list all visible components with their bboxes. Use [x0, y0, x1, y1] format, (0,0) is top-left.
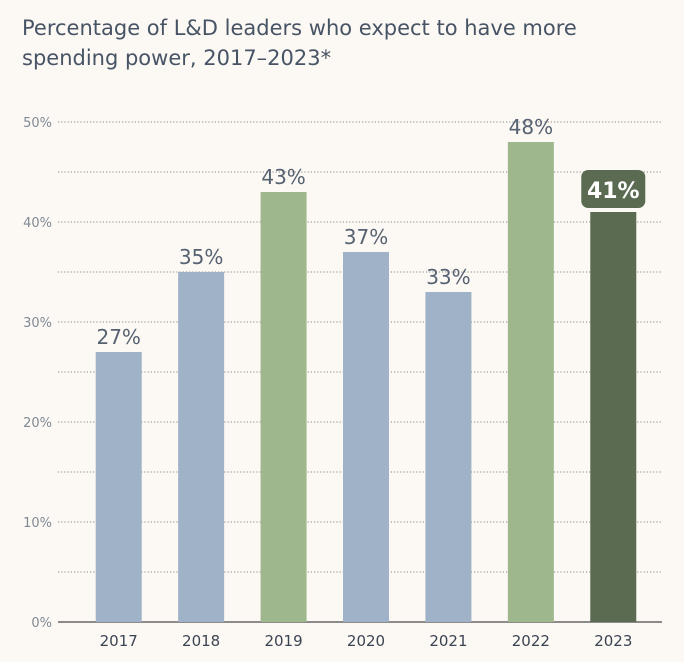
chart-title: Percentage of L&D leaders who expect to …	[22, 16, 577, 70]
x-tick-label-2019: 2019	[264, 632, 302, 650]
bar-2021	[425, 292, 472, 622]
bar-2018	[178, 272, 225, 622]
bar-2017	[95, 352, 142, 622]
y-tick-label: 0%	[31, 616, 52, 631]
x-tick-label-2017: 2017	[100, 632, 138, 650]
value-label-2018: 35%	[179, 245, 223, 269]
y-tick-label: 40%	[23, 216, 52, 231]
x-tick-label-2023: 2023	[594, 632, 632, 650]
value-label-2020: 37%	[344, 225, 388, 249]
value-label-2019: 43%	[261, 165, 305, 189]
y-axis-ticks: 0% 10% 20% 30% 40% 50%	[23, 116, 52, 631]
bars	[95, 142, 637, 622]
bar-2020	[343, 252, 389, 622]
y-tick-label: 10%	[23, 516, 52, 531]
y-tick-label: 30%	[23, 316, 52, 331]
x-tick-label-2020: 2020	[347, 632, 385, 650]
bar-2019	[260, 192, 307, 622]
y-tick-label: 50%	[23, 116, 52, 131]
x-axis-ticks: 2017 2018 2019 2020 2021 2022 2023	[100, 632, 633, 650]
x-tick-label-2022: 2022	[512, 632, 550, 650]
bar-2023	[590, 212, 637, 622]
value-label-2023: 41%	[587, 179, 640, 204]
value-label-2017: 27%	[96, 325, 140, 349]
value-label-2022: 48%	[509, 115, 553, 139]
x-tick-label-2021: 2021	[429, 632, 467, 650]
y-tick-label: 20%	[23, 416, 52, 431]
value-label-2021: 33%	[426, 265, 470, 289]
bar-2022	[507, 142, 554, 622]
x-tick-label-2018: 2018	[182, 632, 220, 650]
highlight-label-bg	[581, 170, 646, 208]
value-labels: 27% 35% 43% 37% 33% 48% 41%	[96, 115, 646, 349]
